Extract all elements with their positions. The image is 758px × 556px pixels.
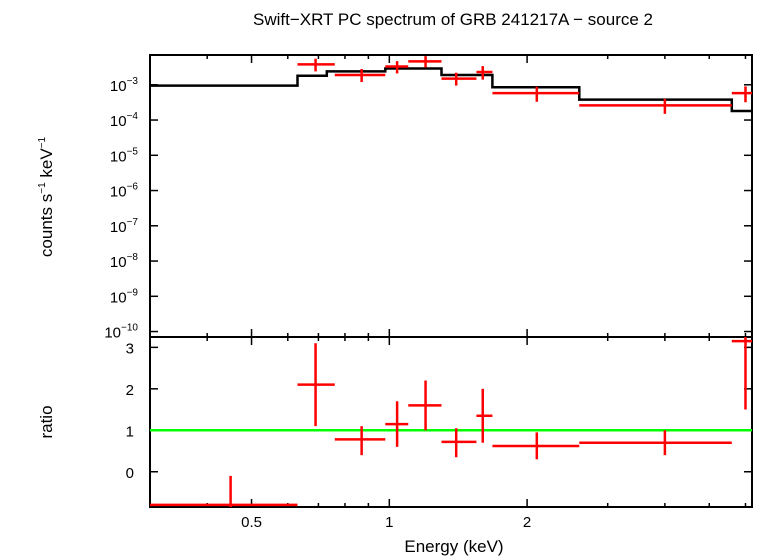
y-tick-base: 10 [110, 254, 127, 271]
y-tick-exponent: −3 [127, 76, 139, 87]
y-tick-label: 3 [126, 340, 134, 357]
y-axis-label-spectrum: counts s−1 keV−1 [37, 136, 56, 257]
y-tick-label: 10−10 [104, 323, 138, 342]
y-tick-exponent: −10 [121, 323, 138, 334]
x-tick-label: 2 [523, 514, 531, 531]
y-axis-label-part-mid: keV [37, 148, 56, 183]
y-tick-base: 10 [110, 78, 127, 95]
y-tick-exponent: −4 [127, 111, 139, 122]
y-axis-label-sup1: −1 [37, 182, 48, 194]
y-tick-base: 10 [110, 113, 127, 130]
y-tick-exponent: −6 [127, 182, 139, 193]
y-tick-label: 10−5 [110, 146, 139, 165]
y-tick-label: 1 [126, 423, 134, 440]
y-tick-exponent: −5 [127, 146, 139, 157]
y-tick-base: 10 [104, 325, 121, 342]
chart-title: Swift−XRT PC spectrum of GRB 241217A − s… [253, 10, 653, 29]
y-tick-label: 2 [126, 382, 134, 399]
y-axis-label-part-main: counts s [37, 194, 56, 257]
y-tick-label: 0 [126, 465, 134, 482]
x-axis-label: Energy (keV) [404, 537, 503, 556]
y-axis-label-ratio: ratio [37, 405, 56, 438]
model-step-line [150, 67, 752, 113]
y-tick-label: 10−7 [110, 217, 139, 236]
y-tick-base: 10 [110, 219, 127, 236]
y-tick-label: 10−3 [110, 76, 139, 95]
x-tick-label: 1 [385, 514, 393, 531]
chart-marks: 0.5 1 210−310−410−510−610−710−810−910−1001… [104, 54, 753, 531]
y-tick-exponent: −7 [127, 217, 139, 228]
y-tick-label: 10−8 [110, 252, 139, 271]
y-tick-base: 10 [110, 184, 127, 201]
spectrum-panel-frame [149, 54, 753, 338]
y-tick-label: 10−6 [110, 182, 139, 201]
y-tick-label: 10−9 [110, 287, 139, 306]
y-axis-label-sup2: −1 [37, 136, 48, 148]
y-tick-label: 10−4 [110, 111, 139, 130]
y-tick-base: 10 [110, 289, 127, 306]
y-tick-exponent: −8 [127, 252, 139, 263]
y-tick-base: 10 [110, 148, 127, 165]
ratio-panel-frame [149, 336, 753, 508]
x-tick-label: 0.5 [241, 514, 262, 531]
y-tick-exponent: −9 [127, 287, 139, 298]
